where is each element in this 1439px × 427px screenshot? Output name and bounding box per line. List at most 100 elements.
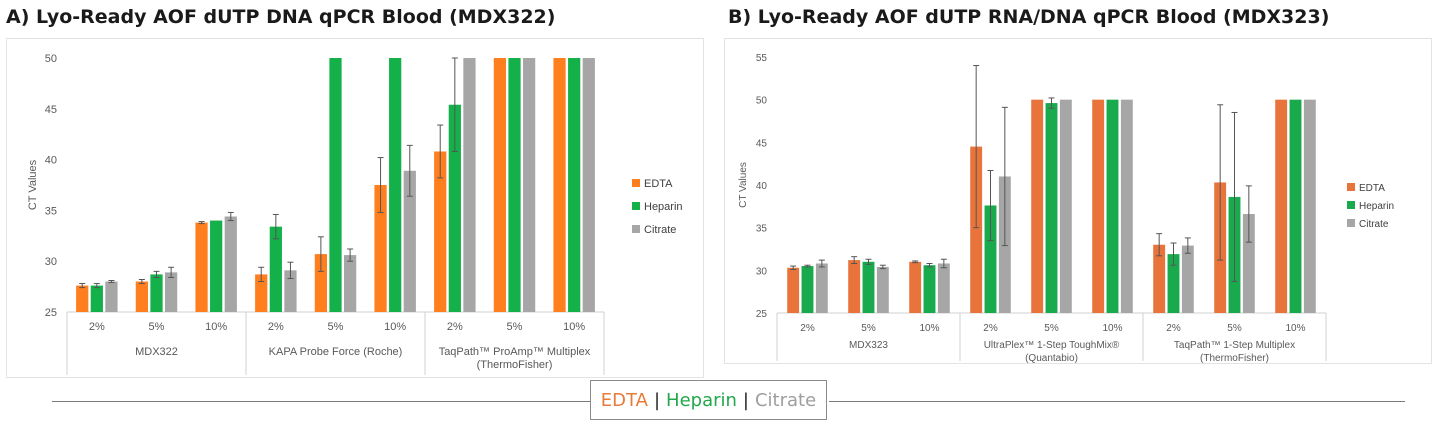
bar-edta bbox=[434, 151, 447, 312]
x-tick-label: 10% bbox=[563, 321, 585, 333]
footer-legend-box: EDTA | Heparin | Citrate bbox=[590, 380, 827, 420]
x-group-label: UltraPlex™ 1-Step ToughMix® bbox=[984, 340, 1120, 351]
bar-edta bbox=[1092, 99, 1105, 313]
footer-separator: | bbox=[742, 389, 749, 411]
bar-citrate bbox=[344, 255, 357, 312]
footer-citrate-label: Citrate bbox=[754, 389, 817, 411]
x-tick-label: 5% bbox=[1227, 323, 1242, 334]
x-tick-label: 5% bbox=[1044, 323, 1059, 334]
bar-citrate bbox=[815, 263, 828, 313]
y-tick-label: 40 bbox=[756, 181, 768, 192]
bar-citrate bbox=[165, 272, 178, 312]
x-tick-label: 5% bbox=[861, 323, 876, 334]
legend-swatch-edta bbox=[1347, 183, 1355, 191]
x-group-label: TaqPath™ 1-Step Multiplex bbox=[1174, 340, 1295, 351]
bar-heparin bbox=[1045, 103, 1058, 313]
x-tick-label: 5% bbox=[149, 321, 165, 333]
x-tick-label: 2% bbox=[983, 323, 998, 334]
bar-heparin bbox=[862, 261, 875, 313]
bar-heparin bbox=[1106, 99, 1119, 313]
bar-heparin bbox=[150, 274, 163, 312]
legend-swatch-citrate bbox=[1347, 219, 1355, 227]
panel-a-title: A) Lyo-Ready AOF dUTP DNA qPCR Blood (MD… bbox=[6, 6, 556, 28]
legend-label-citrate: Citrate bbox=[1359, 219, 1389, 230]
x-tick-label: 10% bbox=[205, 321, 227, 333]
x-tick-label: 2% bbox=[268, 321, 284, 333]
bar-heparin bbox=[389, 58, 402, 312]
legend-swatch-edta bbox=[632, 179, 640, 187]
y-tick-label: 35 bbox=[45, 205, 57, 217]
bar-citrate bbox=[403, 170, 416, 312]
x-group-label: TaqPath™ ProAmp™ Multiplex bbox=[439, 346, 591, 358]
chart-a-svg: 25 30 35 40 45 50 CT Values 2% 5% 10% MDX322 2% 5% 10… bbox=[27, 53, 683, 375]
bar-heparin bbox=[210, 220, 223, 312]
bar-citrate bbox=[1242, 214, 1255, 313]
x-tick-label: 2% bbox=[800, 323, 815, 334]
chart-a: 25 30 35 40 45 50 CT Values 2% 5% 10% MDX322 2% 5% 10… bbox=[6, 38, 704, 378]
legend-label-edta: EDTA bbox=[644, 178, 673, 190]
bar-heparin bbox=[923, 265, 936, 313]
bar-edta bbox=[848, 260, 861, 313]
bar-edta bbox=[135, 281, 148, 312]
legend-swatch-heparin bbox=[1347, 201, 1355, 209]
bar-heparin bbox=[508, 58, 521, 312]
footer-divider-left bbox=[52, 401, 590, 402]
x-group-label: (Quantabio) bbox=[1025, 353, 1078, 363]
chart-b-svg: 25 30 35 40 45 50 55 CT Values 2% 5% 10% MDX323 2% 5%… bbox=[738, 53, 1394, 364]
x-tick-label: 10% bbox=[1102, 323, 1122, 334]
bar-citrate bbox=[937, 263, 950, 313]
bar-citrate bbox=[224, 216, 237, 312]
bar-edta bbox=[909, 261, 922, 313]
legend-swatch-heparin bbox=[632, 202, 640, 210]
bar-edta bbox=[195, 222, 208, 312]
footer-separator: | bbox=[653, 389, 661, 411]
bar-edta bbox=[314, 254, 327, 312]
x-group-label: MDX322 bbox=[135, 346, 178, 358]
x-group-label: MDX323 bbox=[849, 340, 888, 351]
legend-label-citrate: Citrate bbox=[644, 224, 676, 236]
bar-edta bbox=[787, 267, 800, 313]
bar-citrate bbox=[463, 58, 476, 312]
y-axis-title: CT Values bbox=[27, 159, 39, 210]
bar-heparin bbox=[90, 285, 103, 312]
bar-heparin bbox=[1167, 254, 1180, 313]
x-tick-label: 10% bbox=[384, 321, 406, 333]
bar-citrate bbox=[284, 270, 297, 312]
y-tick-label: 50 bbox=[45, 53, 57, 65]
bar-heparin bbox=[448, 104, 461, 313]
bar-edta bbox=[76, 285, 89, 312]
bar-edta bbox=[255, 274, 268, 312]
x-tick-label: 2% bbox=[89, 321, 105, 333]
bar-edta bbox=[553, 58, 566, 312]
x-group-label: (ThermoFisher) bbox=[477, 359, 553, 371]
bar-heparin bbox=[801, 266, 814, 313]
y-axis-title: CT Values bbox=[738, 162, 749, 208]
bar-heparin bbox=[269, 226, 282, 312]
bar-heparin bbox=[329, 58, 342, 312]
footer-heparin-label: Heparin bbox=[666, 389, 737, 411]
bar-citrate bbox=[1120, 99, 1133, 313]
bar-edta bbox=[374, 185, 387, 312]
x-tick-label: 2% bbox=[447, 321, 463, 333]
bar-edta bbox=[1153, 244, 1166, 313]
legend-swatch-citrate bbox=[632, 225, 640, 233]
bar-edta bbox=[1275, 99, 1288, 313]
y-tick-label: 45 bbox=[45, 104, 57, 116]
y-tick-label: 45 bbox=[756, 138, 768, 149]
bar-citrate bbox=[523, 58, 536, 312]
legend-label-heparin: Heparin bbox=[644, 201, 683, 213]
bar-citrate bbox=[1303, 99, 1316, 313]
y-tick-label: 50 bbox=[756, 96, 768, 107]
x-group-label: (ThermoFisher) bbox=[1200, 353, 1269, 363]
bar-citrate bbox=[582, 58, 595, 312]
bar-edta bbox=[970, 146, 983, 313]
x-tick-label: 2% bbox=[1166, 323, 1181, 334]
chart-b: 25 30 35 40 45 50 55 CT Values 2% 5% 10% MDX323 2% 5%… bbox=[724, 38, 1432, 364]
y-tick-label: 30 bbox=[756, 266, 768, 277]
legend-label-edta: EDTA bbox=[1359, 183, 1385, 194]
bar-edta bbox=[1031, 99, 1044, 313]
x-tick-label: 10% bbox=[919, 323, 939, 334]
panel-b-title: B) Lyo-Ready AOF dUTP RNA/DNA qPCR Blood… bbox=[728, 6, 1330, 28]
bar-heparin bbox=[1289, 99, 1302, 313]
bar-citrate bbox=[876, 266, 889, 313]
